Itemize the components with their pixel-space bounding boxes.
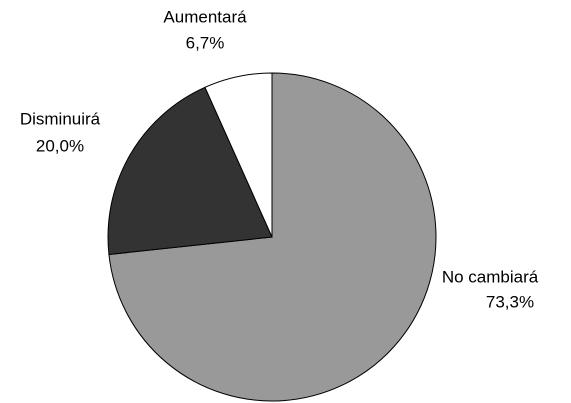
- pie-slice: [107, 86, 273, 256]
- slice-value-label: 6,7%: [186, 33, 225, 52]
- slice-label: Aumentará: [163, 7, 247, 26]
- slice-label: No cambiará: [442, 267, 539, 286]
- slice-value-label: 20,0%: [36, 136, 84, 155]
- pie-slice: [204, 72, 273, 238]
- slice-label: Disminuirá: [20, 109, 101, 128]
- slice-value-label: 73,3%: [486, 292, 534, 311]
